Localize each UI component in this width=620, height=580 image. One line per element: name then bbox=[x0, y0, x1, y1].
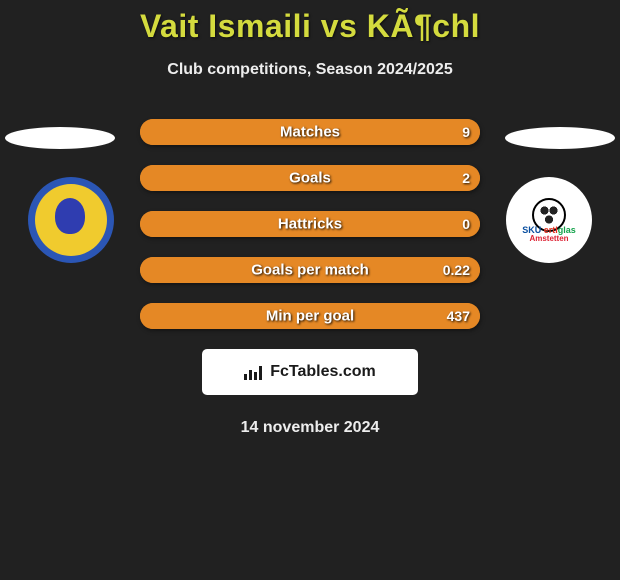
bar-chart-icon bbox=[244, 364, 264, 380]
stat-label: Goals per match bbox=[251, 262, 369, 279]
stat-value-right: 9 bbox=[462, 124, 470, 140]
left-team-logo bbox=[28, 177, 114, 263]
stat-value-right: 0 bbox=[462, 216, 470, 232]
right-team-logo: SKU ertlglas Amstetten bbox=[506, 177, 592, 263]
brand-text: FcTables.com bbox=[270, 363, 376, 381]
stat-label: Goals bbox=[289, 170, 331, 187]
right-player-badge bbox=[505, 127, 615, 149]
left-player-badge bbox=[5, 127, 115, 149]
page-title: Vait Ismaili vs KÃ¶chl bbox=[0, 0, 620, 45]
stat-value-right: 2 bbox=[462, 170, 470, 186]
subtitle: Club competitions, Season 2024/2025 bbox=[0, 61, 620, 79]
right-team-logo-accent1: ertl bbox=[544, 225, 558, 235]
stat-label: Matches bbox=[280, 124, 340, 141]
stat-row: Goals 2 bbox=[140, 165, 480, 191]
right-team-logo-line2: Amstetten bbox=[529, 235, 568, 243]
stat-value-right: 0.22 bbox=[443, 262, 470, 278]
stat-value-right: 437 bbox=[447, 308, 470, 324]
left-team-logo-inner bbox=[35, 184, 107, 256]
date-text: 14 november 2024 bbox=[0, 419, 620, 437]
stat-row: Matches 9 bbox=[140, 119, 480, 145]
right-team-logo-accent2: glas bbox=[558, 225, 576, 235]
stat-row: Hattricks 0 bbox=[140, 211, 480, 237]
stat-label: Hattricks bbox=[278, 216, 342, 233]
right-team-logo-main: SKU bbox=[522, 225, 541, 235]
stat-row: Goals per match 0.22 bbox=[140, 257, 480, 283]
left-team-logo-silhouette bbox=[55, 198, 85, 234]
stats-block: Matches 9 Goals 2 Hattricks 0 Goals per match 0… bbox=[140, 119, 480, 329]
stat-label: Min per goal bbox=[266, 308, 354, 325]
stat-row: Min per goal 437 bbox=[140, 303, 480, 329]
infographic-container: Vait Ismaili vs KÃ¶chl Club competitions… bbox=[0, 0, 620, 580]
brand-box[interactable]: FcTables.com bbox=[202, 349, 418, 395]
